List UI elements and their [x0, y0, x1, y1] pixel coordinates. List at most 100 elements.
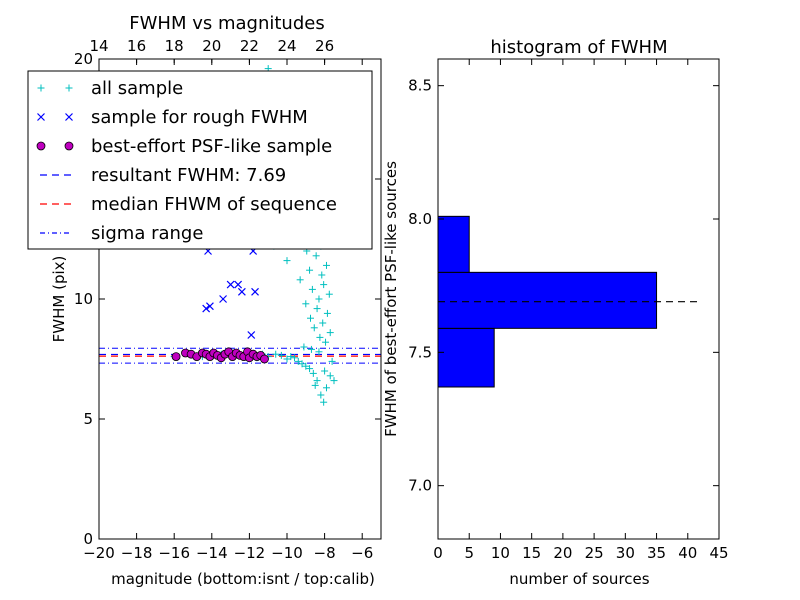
data-point	[283, 257, 291, 265]
data-point	[226, 280, 235, 289]
top-tick-label: 22	[240, 37, 259, 55]
y-tick-label: 5	[83, 410, 93, 428]
legend-entry: best-effort PSF-like sample	[36, 136, 332, 157]
legend-label: all sample	[91, 78, 183, 99]
data-point	[234, 280, 243, 289]
data-point	[307, 314, 314, 322]
data-point	[321, 367, 329, 375]
histogram-bar	[437, 271, 658, 329]
data-point	[326, 372, 334, 380]
y-tick-label: 20	[74, 50, 93, 68]
legend-marker	[37, 113, 45, 121]
y-tick-label: 0	[83, 530, 93, 548]
histogram-x-label: number of sources	[509, 570, 649, 588]
data-point	[272, 350, 280, 358]
y-tick-label: 8.0	[408, 210, 432, 228]
x-tick-label: 30	[616, 544, 635, 562]
data-point	[277, 351, 285, 359]
data-point	[320, 398, 328, 406]
x-tick-label: −6	[351, 544, 373, 562]
x-tick-label: 20	[553, 544, 572, 562]
data-point	[283, 355, 291, 363]
y-tick-label: 7.0	[408, 477, 432, 495]
histogram-panel: 0 5 10 15 20 25 30 35 40 45 7.0 7.5 8.0 8.5 number of …	[382, 37, 729, 588]
x-tick-label: 35	[647, 544, 666, 562]
legend-label: sample for rough FWHM	[91, 107, 308, 128]
data-point	[310, 324, 318, 332]
data-point	[323, 309, 331, 317]
legend-label: resultant FWHM: 7.69	[91, 165, 286, 186]
data-point	[322, 261, 330, 269]
data-point	[306, 365, 314, 373]
data-point	[294, 357, 302, 365]
legend-entry: resultant FWHM: 7.69	[40, 165, 286, 186]
data-point	[319, 319, 327, 327]
scatter-title: FWHM vs magnitudes	[129, 13, 324, 34]
top-tick-label: 16	[127, 37, 146, 55]
data-point	[308, 285, 316, 293]
data-point	[202, 304, 211, 313]
data-point	[315, 295, 323, 303]
data-point	[205, 302, 214, 311]
legend-marker	[36, 141, 46, 151]
legend-entry: sigma range	[40, 223, 203, 244]
histogram-bar	[437, 215, 470, 273]
x-tick-label: −10	[271, 544, 303, 562]
data-point	[287, 353, 295, 361]
x-tick-label: −18	[121, 544, 153, 562]
top-tick-label: 20	[202, 37, 221, 55]
data-point	[312, 252, 320, 260]
legend: all sample sample for rough FWHM best-effo…	[27, 70, 373, 250]
x-tick-label: 45	[709, 544, 728, 562]
data-point	[330, 377, 338, 385]
scatter-y-label: FWHM (pix)	[50, 256, 68, 343]
legend-marker	[64, 141, 74, 151]
legend-marker	[37, 84, 45, 92]
data-point	[302, 300, 310, 308]
legend-label: best-effort PSF-like sample	[91, 136, 332, 157]
top-tick-label: 18	[165, 37, 184, 55]
x-tick-label: −12	[234, 544, 266, 562]
x-tick-label: −8	[314, 544, 336, 562]
data-point	[318, 271, 326, 279]
x-tick-label: 0	[433, 544, 443, 562]
data-point	[247, 331, 256, 339]
data-point	[291, 354, 299, 362]
x-tick-label: −14	[196, 544, 228, 562]
histogram-bar	[437, 327, 495, 388]
data-point	[316, 333, 324, 341]
y-tick-label: 7.5	[408, 343, 432, 361]
data-point	[317, 391, 325, 399]
x-tick-label: 40	[678, 544, 697, 562]
legend-box	[27, 70, 373, 250]
data-point	[315, 348, 323, 356]
x-tick-label: −16	[158, 544, 190, 562]
data-point	[322, 338, 330, 346]
data-point	[322, 384, 330, 392]
data-point	[237, 287, 246, 296]
scatter-x-label: magnitude (bottom:isnt / top:calib)	[111, 570, 375, 588]
x-tick-label: 25	[585, 544, 604, 562]
top-tick-label: 26	[315, 37, 334, 55]
data-point	[306, 266, 314, 274]
legend-entry: median FHWM of sequence	[40, 194, 337, 215]
data-point	[320, 281, 328, 289]
data-point	[296, 276, 304, 284]
top-tick-label: 24	[277, 37, 296, 55]
data-point	[219, 295, 228, 303]
series-best-effort-psf-like-sample	[171, 347, 269, 364]
legend-entry: sample for rough FWHM	[37, 107, 308, 128]
legend-marker	[65, 113, 73, 121]
data-point	[326, 329, 334, 337]
histogram-y-label: FWHM of best-effort PSF-like sources	[382, 161, 400, 437]
data-point	[298, 360, 306, 368]
data-point	[309, 369, 317, 377]
x-tick-label: −20	[83, 544, 115, 562]
legend-entry: all sample	[37, 78, 183, 99]
x-tick-label: 15	[522, 544, 541, 562]
data-point	[313, 305, 321, 313]
data-point	[302, 362, 310, 370]
x-tick-label: 10	[491, 544, 510, 562]
legend-label: median FHWM of sequence	[91, 194, 337, 215]
